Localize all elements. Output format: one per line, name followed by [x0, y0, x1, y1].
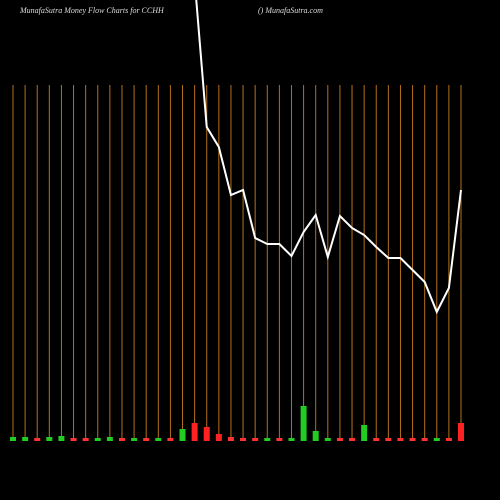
bar	[82, 438, 89, 441]
bar	[397, 438, 404, 441]
bar	[203, 427, 210, 441]
bar	[288, 438, 295, 441]
bar	[106, 437, 113, 441]
bar	[46, 437, 53, 441]
bar	[155, 438, 162, 441]
bar	[264, 438, 271, 441]
bar	[252, 438, 259, 441]
bar	[179, 429, 186, 441]
chart-subtitle: () MunafaSutra.com	[258, 6, 323, 15]
bar	[458, 423, 464, 441]
bar	[70, 438, 77, 441]
bar	[361, 425, 368, 441]
bar	[421, 438, 428, 441]
bar	[409, 438, 416, 441]
bar	[118, 438, 125, 441]
bar	[143, 438, 150, 441]
bar	[215, 434, 222, 441]
bar	[336, 438, 343, 441]
bar	[227, 437, 234, 441]
bar	[300, 406, 307, 441]
bar	[385, 438, 392, 441]
bar	[445, 438, 452, 441]
bar	[240, 438, 247, 441]
bar	[276, 438, 283, 441]
chart-title: MunafaSutra Money Flow Charts for CCHH	[19, 6, 165, 15]
bar	[131, 438, 138, 441]
bar	[433, 438, 440, 441]
bar	[22, 437, 29, 441]
money-flow-line	[195, 0, 462, 315]
bar	[10, 437, 16, 441]
bar	[58, 436, 65, 441]
bar	[34, 438, 41, 441]
bar	[191, 423, 198, 441]
bar	[349, 438, 356, 441]
bar	[373, 438, 380, 441]
bar	[94, 438, 101, 441]
bar	[324, 438, 331, 441]
bar	[312, 431, 319, 441]
bar	[167, 438, 174, 441]
